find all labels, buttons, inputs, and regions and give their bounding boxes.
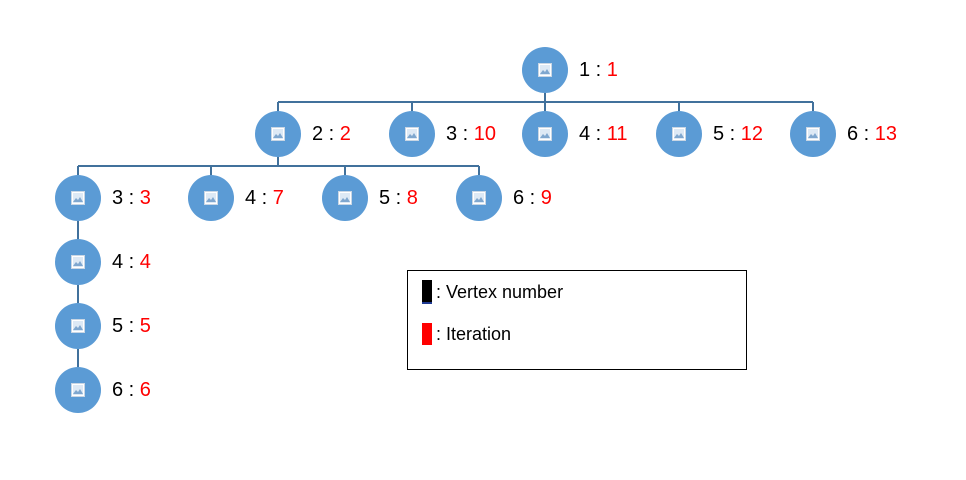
picture-placeholder-icon	[338, 191, 352, 205]
label-separator: :	[256, 187, 273, 209]
legend: : Vertex number : Iteration	[407, 270, 747, 370]
iteration-number: 7	[272, 187, 284, 209]
iteration-swatch	[422, 323, 432, 345]
tree-node	[522, 111, 568, 157]
vertex-number: 4	[579, 123, 591, 145]
node-label: 3 : 3	[112, 186, 151, 210]
iteration-number: 8	[406, 187, 418, 209]
picture-placeholder-icon	[204, 191, 218, 205]
iteration-number: 1	[606, 59, 618, 81]
vertex-number: 5	[379, 187, 391, 209]
vertex-number: 3	[112, 187, 124, 209]
tree-node	[55, 175, 101, 221]
label-separator: :	[123, 187, 140, 209]
vertex-number: 5	[112, 315, 124, 337]
legend-vertex-row: : Vertex number	[422, 279, 563, 305]
legend-iteration-label: : Iteration	[436, 323, 512, 344]
node-label: 6 : 13	[847, 122, 897, 146]
vertex-number: 3	[446, 123, 458, 145]
label-separator: :	[323, 123, 340, 145]
label-separator: :	[123, 251, 140, 273]
tree-node	[790, 111, 836, 157]
label-separator: :	[390, 187, 407, 209]
vertex-number: 4	[112, 251, 124, 273]
tree-node	[188, 175, 234, 221]
label-separator: :	[858, 123, 875, 145]
label-separator: :	[590, 59, 607, 81]
picture-placeholder-icon	[472, 191, 486, 205]
label-separator: :	[457, 123, 474, 145]
vertex-number: 2	[312, 123, 324, 145]
vertex-number: 6	[112, 379, 124, 401]
iteration-number: 11	[606, 123, 628, 145]
label-separator: :	[524, 187, 541, 209]
node-label: 4 : 4	[112, 250, 151, 274]
iteration-number: 10	[473, 123, 497, 145]
node-label: 5 : 8	[379, 186, 418, 210]
picture-placeholder-icon	[71, 319, 85, 333]
vertex-number: 6	[513, 187, 525, 209]
picture-placeholder-icon	[71, 191, 85, 205]
tree-node	[389, 111, 435, 157]
tree-node	[55, 303, 101, 349]
label-separator: :	[590, 123, 607, 145]
vertex-swatch	[422, 280, 432, 304]
picture-placeholder-icon	[538, 63, 552, 77]
iteration-number: 2	[339, 123, 351, 145]
picture-placeholder-icon	[405, 127, 419, 141]
node-label: 5 : 12	[713, 122, 763, 146]
vertex-number: 1	[579, 59, 591, 81]
node-label: 2 : 2	[312, 122, 351, 146]
tree-node	[656, 111, 702, 157]
node-label: 1 : 1	[579, 58, 618, 82]
vertex-number: 4	[245, 187, 257, 209]
node-label: 5 : 5	[112, 314, 151, 338]
picture-placeholder-icon	[271, 127, 285, 141]
label-separator: :	[123, 315, 140, 337]
iteration-number: 13	[874, 123, 898, 145]
node-label: 4 : 11	[579, 122, 628, 146]
vertex-number: 5	[713, 123, 725, 145]
node-label: 6 : 6	[112, 378, 151, 402]
picture-placeholder-icon	[71, 255, 85, 269]
iteration-number: 3	[139, 187, 151, 209]
tree-node	[456, 175, 502, 221]
node-label: 3 : 10	[446, 122, 496, 146]
node-label: 4 : 7	[245, 186, 284, 210]
tree-node	[322, 175, 368, 221]
legend-iteration-row: : Iteration	[422, 321, 511, 347]
iteration-number: 5	[139, 315, 151, 337]
picture-placeholder-icon	[538, 127, 552, 141]
tree-node	[55, 239, 101, 285]
legend-vertex-label: : Vertex number	[436, 281, 564, 302]
tree-node	[255, 111, 301, 157]
node-label: 6 : 9	[513, 186, 552, 210]
picture-placeholder-icon	[806, 127, 820, 141]
tree-node	[55, 367, 101, 413]
vertex-number: 6	[847, 123, 859, 145]
picture-placeholder-icon	[71, 383, 85, 397]
iteration-number: 4	[139, 251, 151, 273]
label-separator: :	[123, 379, 140, 401]
iteration-number: 9	[540, 187, 552, 209]
iteration-number: 6	[139, 379, 151, 401]
tree-node	[522, 47, 568, 93]
picture-placeholder-icon	[672, 127, 686, 141]
label-separator: :	[724, 123, 741, 145]
iteration-number: 12	[740, 123, 764, 145]
